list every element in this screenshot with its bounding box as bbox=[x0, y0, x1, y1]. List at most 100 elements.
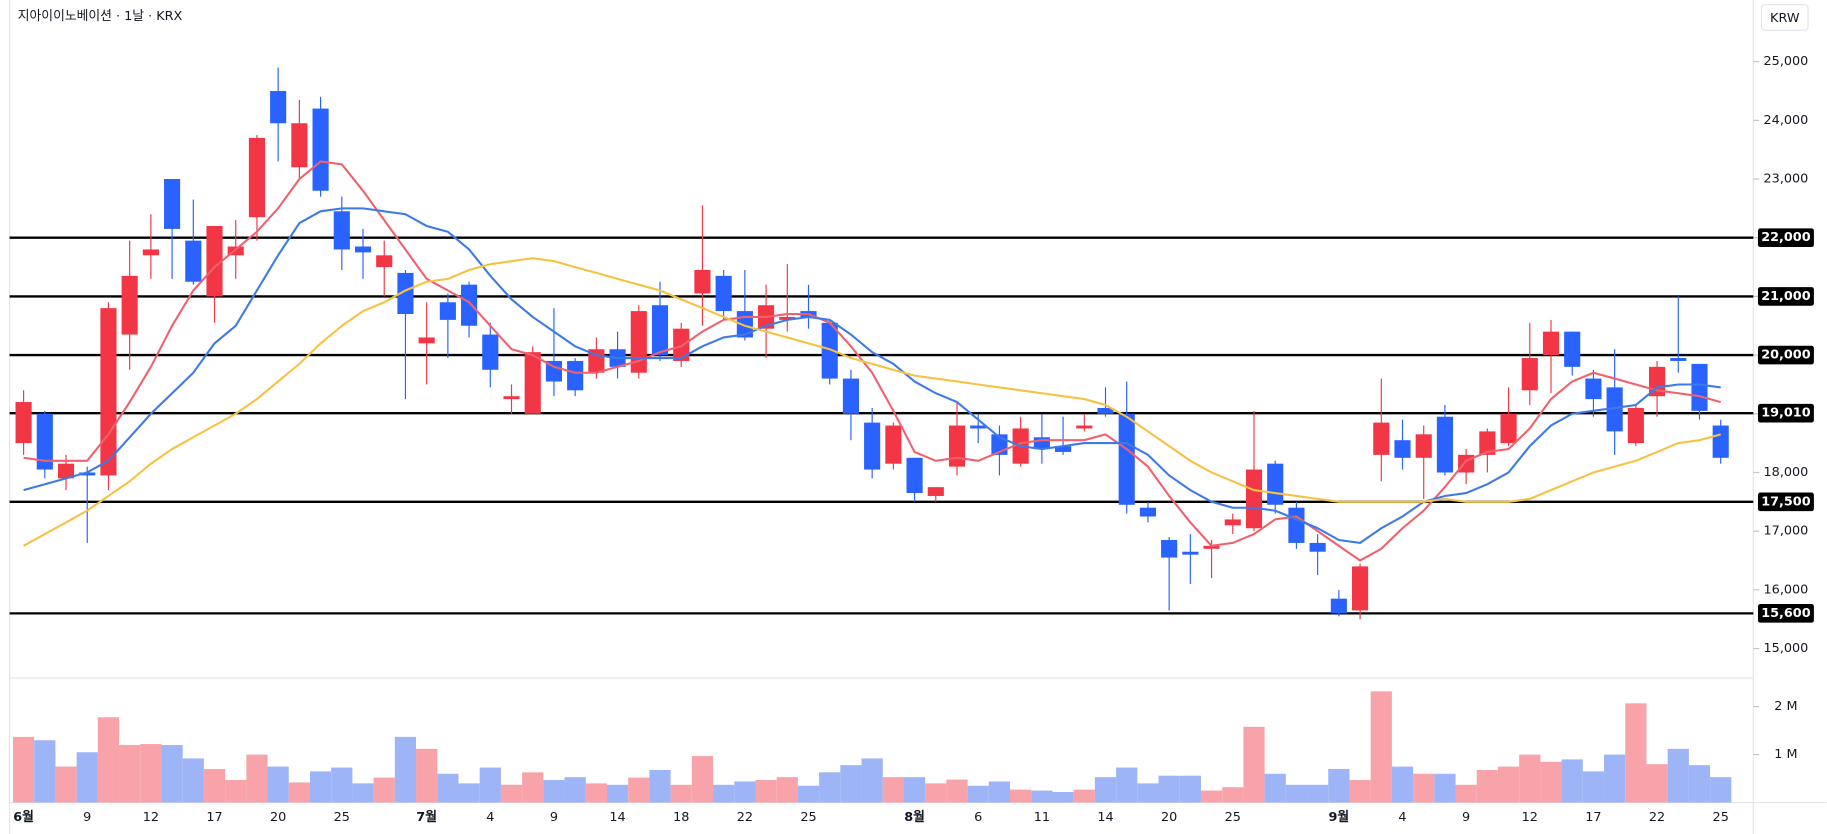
candle-body bbox=[927, 487, 944, 496]
volume-bar bbox=[1200, 790, 1223, 803]
candle-body bbox=[1118, 413, 1135, 505]
x-tick-label: 25 bbox=[1713, 810, 1729, 825]
volume-bar bbox=[797, 785, 820, 803]
x-tick-label: 14 bbox=[1097, 810, 1113, 825]
price-line-label: 17,500 bbox=[1761, 494, 1810, 509]
price-line-label-box bbox=[1757, 287, 1814, 306]
volume-tick-label: 1 M bbox=[1774, 747, 1797, 762]
volume-bar bbox=[903, 777, 926, 803]
candle-body bbox=[1415, 434, 1432, 458]
candle-body bbox=[545, 360, 563, 382]
y-tick-label: 18,000 bbox=[1764, 465, 1809, 480]
candle-body bbox=[1033, 437, 1050, 450]
candle-body bbox=[1479, 431, 1496, 455]
candle-body bbox=[1139, 507, 1156, 517]
volume-bar bbox=[1349, 780, 1371, 803]
volume-bar bbox=[1455, 784, 1477, 803]
volume-bar bbox=[522, 772, 544, 803]
candle-body bbox=[1394, 440, 1411, 458]
volume-bar bbox=[628, 777, 650, 803]
volume-bar bbox=[1052, 792, 1074, 803]
candle-body bbox=[885, 425, 902, 464]
price-line-label: 20,000 bbox=[1761, 348, 1810, 363]
volume-bar bbox=[776, 777, 798, 803]
volume-bar bbox=[76, 752, 98, 803]
volume-bar bbox=[97, 717, 120, 803]
x-tick-label: 4 bbox=[1398, 810, 1406, 825]
candle-body bbox=[36, 413, 53, 470]
candle-body bbox=[1267, 463, 1284, 505]
volume-bar bbox=[1625, 703, 1647, 803]
price-line-label: 21,000 bbox=[1761, 289, 1810, 304]
y-tick-label: 16,000 bbox=[1764, 582, 1809, 597]
price-line-label-box bbox=[1757, 345, 1814, 365]
x-tick-label: 17 bbox=[206, 810, 222, 825]
candle-body bbox=[567, 360, 584, 391]
moving-average bbox=[23, 160, 1721, 562]
price-line-label: 15,600 bbox=[1761, 606, 1810, 621]
volume-bar bbox=[161, 745, 183, 803]
volume-bar bbox=[331, 767, 353, 803]
price-line-label-box bbox=[1757, 403, 1814, 423]
volume-bar bbox=[925, 783, 947, 803]
candle-body bbox=[503, 396, 520, 400]
candle-body bbox=[1076, 425, 1093, 429]
volume-bar bbox=[755, 780, 777, 803]
volume-bar bbox=[606, 784, 629, 803]
price-line-label-box bbox=[1757, 492, 1814, 512]
candle-body bbox=[121, 275, 138, 335]
candle-body bbox=[461, 284, 478, 326]
currency-label[interactable]: KRW bbox=[1770, 11, 1800, 26]
candle-body bbox=[270, 90, 287, 124]
volume-bar bbox=[1710, 777, 1732, 803]
candle-body bbox=[1521, 358, 1538, 391]
volume-bar bbox=[543, 780, 565, 803]
candle-body bbox=[1373, 422, 1390, 455]
candle-body bbox=[397, 272, 414, 315]
volume-bar bbox=[988, 781, 1011, 803]
moving-average bbox=[23, 257, 1721, 547]
candle-body bbox=[100, 308, 117, 476]
volume-bar bbox=[34, 740, 56, 803]
volume-bar bbox=[416, 748, 438, 803]
candle-body bbox=[1436, 416, 1453, 473]
candle-body bbox=[715, 275, 732, 312]
candle-body bbox=[79, 472, 96, 476]
y-tick-label: 23,000 bbox=[1764, 172, 1809, 187]
volume-bar bbox=[1264, 773, 1286, 803]
x-tick-label: 6 bbox=[974, 810, 982, 825]
volume-bar bbox=[182, 758, 204, 803]
volume-bar bbox=[225, 780, 247, 803]
price-line-label-box bbox=[1757, 228, 1814, 248]
candle-body bbox=[354, 246, 372, 253]
x-tick-label: 25 bbox=[800, 810, 816, 825]
volume-tick-label: 2 M bbox=[1774, 699, 1797, 714]
candle-body bbox=[1670, 358, 1687, 361]
x-tick-label: 12 bbox=[1522, 810, 1538, 825]
volume-bar bbox=[309, 771, 332, 803]
candle-body bbox=[142, 249, 159, 256]
volume-bar bbox=[1561, 759, 1583, 803]
x-tick-label: 20 bbox=[270, 810, 286, 825]
candle-body bbox=[821, 322, 838, 379]
candle-body bbox=[1585, 378, 1602, 400]
candle-body bbox=[439, 302, 456, 320]
volume-bar bbox=[1604, 754, 1626, 803]
volume-bar bbox=[12, 736, 35, 803]
candle-body bbox=[333, 211, 350, 250]
price-line-label: 22,000 bbox=[1761, 230, 1810, 245]
currency-box[interactable] bbox=[1760, 4, 1809, 31]
volume-bar bbox=[691, 756, 714, 803]
volume-bar bbox=[1688, 765, 1711, 803]
candle-body bbox=[1224, 519, 1241, 526]
volume-bar bbox=[203, 768, 226, 803]
volume-bar bbox=[1307, 784, 1329, 803]
volume-bar bbox=[585, 783, 607, 803]
x-tick-label: 9 bbox=[83, 810, 91, 825]
volume-bar bbox=[500, 784, 523, 803]
x-tick-label: 17 bbox=[1585, 810, 1601, 825]
volume-bar bbox=[1476, 769, 1498, 803]
candle-body bbox=[185, 240, 202, 282]
candle-body bbox=[227, 246, 244, 256]
